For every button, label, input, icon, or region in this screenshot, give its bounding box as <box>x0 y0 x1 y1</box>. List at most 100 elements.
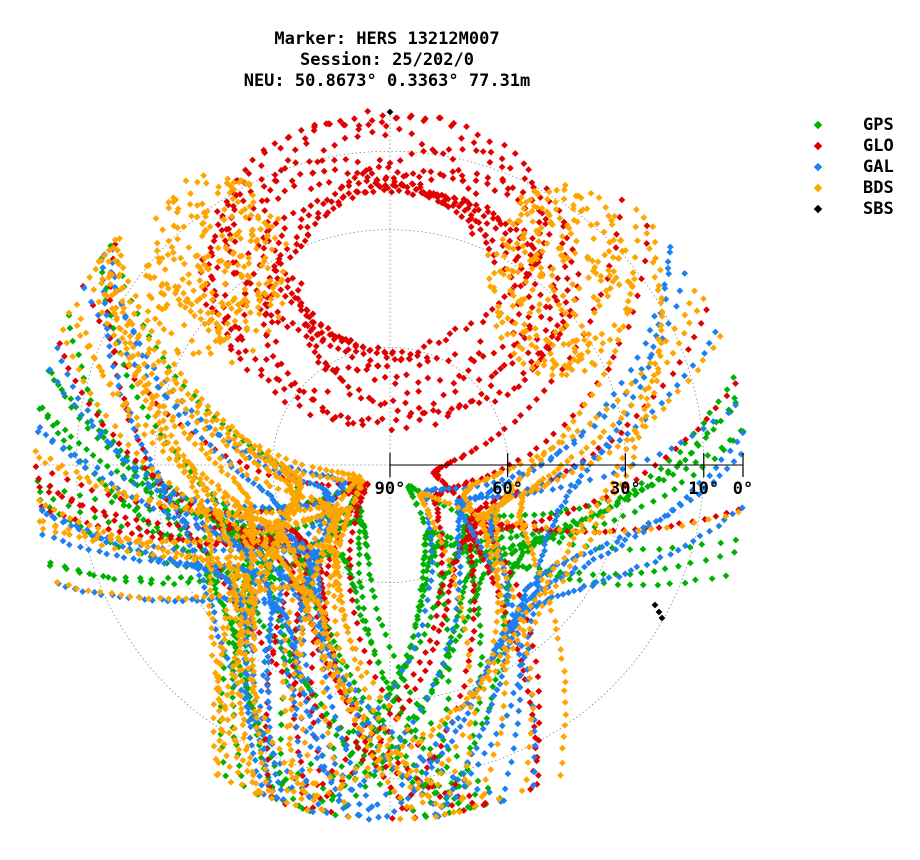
track-point-bds <box>578 449 585 456</box>
track-point-gal <box>600 473 608 481</box>
track-point-bds <box>226 763 233 771</box>
track-point-gps <box>575 569 583 577</box>
track-point-gps <box>402 753 410 760</box>
track-point-glo <box>324 324 332 332</box>
track-point-bds <box>73 322 81 329</box>
track-point-glo <box>504 185 512 193</box>
track-point-bds <box>165 455 173 463</box>
track-point-glo <box>441 200 449 208</box>
track-point-glo <box>252 355 259 363</box>
track-point-gps <box>66 324 74 332</box>
track-point-gps <box>375 615 383 623</box>
track-point-glo <box>529 235 536 242</box>
track-point-glo <box>355 179 363 187</box>
track-point-gal <box>331 760 339 768</box>
track-point-glo <box>351 115 358 123</box>
track-point-glo <box>382 181 389 189</box>
track-point-bds <box>634 237 641 245</box>
track-point-gps <box>375 658 383 666</box>
track-point-glo <box>304 223 311 231</box>
track-point-gal <box>481 750 488 757</box>
track-point-glo <box>277 286 285 294</box>
track-point-glo <box>331 190 339 198</box>
track-point-gal <box>585 559 592 567</box>
track-point-glo <box>439 150 447 157</box>
track-point-glo <box>294 394 302 402</box>
track-point-gps <box>656 545 663 553</box>
track-point-glo <box>344 420 352 428</box>
track-point-gps <box>427 613 435 621</box>
track-point-gal <box>390 808 398 815</box>
track-point-gal <box>570 587 578 595</box>
track-point-gps <box>531 511 538 519</box>
track-point-bds <box>180 429 188 437</box>
track-point-gal <box>689 537 697 545</box>
track-point-glo <box>344 346 352 353</box>
track-point-glo <box>292 248 300 255</box>
track-point-bds <box>675 339 683 347</box>
track-point-gps <box>75 351 83 359</box>
track-point-gps <box>681 579 689 587</box>
track-point-glo <box>111 517 118 524</box>
track-point-glo <box>446 330 454 337</box>
track-point-glo <box>575 270 582 278</box>
track-point-gps <box>614 581 622 589</box>
track-point-glo <box>521 175 529 182</box>
track-point-bds <box>632 223 640 231</box>
track-point-glo <box>309 310 317 318</box>
track-point-glo <box>449 168 457 176</box>
track-point-glo <box>486 158 494 166</box>
track-point-glo <box>517 412 524 419</box>
track-point-glo <box>487 436 495 443</box>
track-point-gps <box>419 592 427 600</box>
track-point-glo <box>415 404 423 412</box>
track-point-glo <box>437 114 444 122</box>
track-point-glo <box>202 301 210 308</box>
track-point-gal <box>188 407 195 415</box>
track-point-glo <box>297 223 304 231</box>
track-point-glo <box>605 365 612 373</box>
track-point-gps <box>122 577 130 585</box>
track-point-gps <box>661 565 669 573</box>
track-point-glo <box>406 697 413 705</box>
track-point-glo <box>473 170 481 178</box>
track-point-bds <box>171 422 179 430</box>
track-point-bds <box>192 488 200 495</box>
track-point-glo <box>463 123 470 130</box>
track-point-glo <box>537 291 544 299</box>
track-point-bds <box>611 347 619 355</box>
track-point-glo <box>542 220 549 228</box>
track-point-gal <box>562 443 570 451</box>
track-point-glo <box>449 175 457 182</box>
track-point-gps <box>67 433 75 440</box>
track-point-glo <box>339 194 347 202</box>
track-point-glo <box>309 169 317 177</box>
track-point-gps <box>105 518 112 526</box>
track-point-gps <box>277 721 285 729</box>
track-point-glo <box>335 201 343 209</box>
track-point-gal <box>99 264 107 272</box>
track-point-glo <box>456 692 464 700</box>
track-point-bds <box>141 431 148 438</box>
track-point-gal <box>211 608 218 616</box>
track-point-gal <box>507 702 515 709</box>
track-point-glo <box>95 317 103 325</box>
track-point-gps <box>611 516 618 524</box>
track-point-glo <box>470 139 478 146</box>
track-point-bds <box>547 607 555 614</box>
track-point-glo <box>395 125 403 133</box>
track-point-gps <box>378 621 386 629</box>
track-point-gps <box>104 573 112 581</box>
track-point-glo <box>477 338 484 345</box>
track-point-gal <box>153 375 160 382</box>
title-marker: Marker: HERS 13212M007 <box>274 29 500 49</box>
track-point-gps <box>134 393 141 401</box>
track-point-glo <box>314 359 322 366</box>
track-point-gal <box>554 592 562 600</box>
track-point-glo <box>306 158 313 165</box>
track-point-glo <box>284 276 292 284</box>
track-point-glo <box>450 379 458 387</box>
track-point-gal <box>603 540 611 547</box>
track-point-gal <box>474 761 482 768</box>
track-point-gal <box>84 407 92 414</box>
